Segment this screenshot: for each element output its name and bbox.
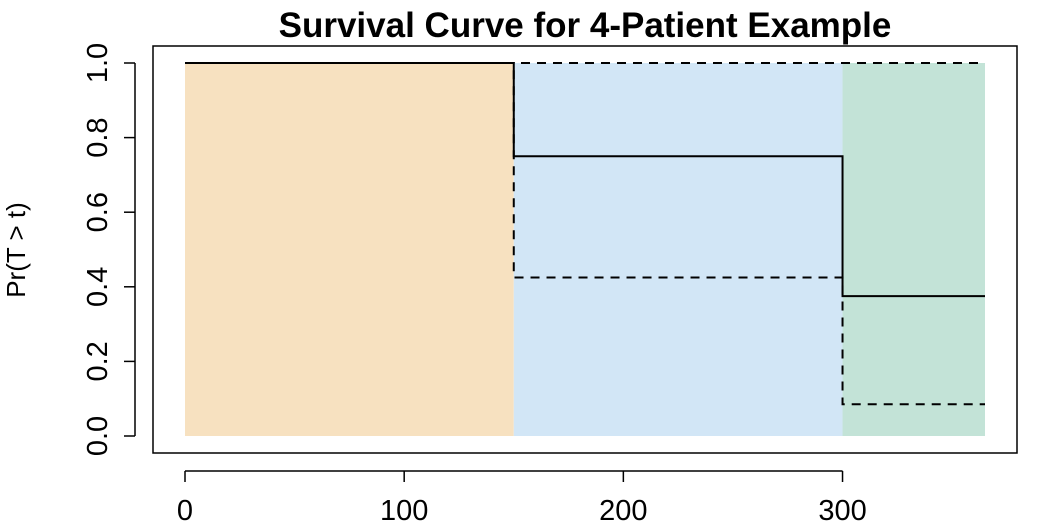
y-tick-label: 0.4 — [82, 267, 114, 307]
y-axis-label: Pr(T > t) — [1, 202, 31, 298]
shaded-regions — [185, 63, 985, 436]
x-tick-label: 100 — [380, 495, 428, 527]
shaded-region-3 — [842, 63, 985, 436]
x-tick-label: 200 — [599, 495, 647, 527]
confidence-bound-line-3 — [185, 62, 985, 406]
survival-lines — [185, 62, 985, 406]
y-tick-label: 0.8 — [82, 117, 114, 157]
shaded-region-1 — [185, 63, 514, 436]
y-axis: 0.0 0.2 0.4 0.6 0.8 1.0 — [82, 43, 136, 456]
y-tick-label: 0.0 — [82, 416, 114, 456]
x-tick-label: 0 — [177, 495, 193, 527]
y-tick-label: 0.6 — [82, 192, 114, 232]
y-tick-label: 0.2 — [82, 341, 114, 381]
chart-title: Survival Curve for 4-Patient Example — [279, 6, 892, 45]
x-tick-label: 300 — [818, 495, 866, 527]
shaded-region-2 — [513, 63, 843, 436]
plot-frame — [152, 45, 1018, 454]
y-tick-label: 1.0 — [82, 43, 114, 83]
x-axis: 0 100 200 300 — [177, 470, 867, 527]
